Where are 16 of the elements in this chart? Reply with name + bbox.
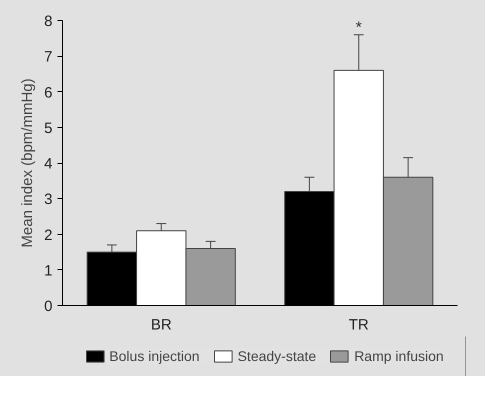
x-tick-label: BR — [150, 316, 172, 334]
y-tick-label: 0 — [44, 298, 52, 315]
legend-label: Steady-state — [238, 348, 316, 364]
y-tick-label: 4 — [44, 156, 52, 172]
annotation: * — [356, 19, 362, 36]
y-axis-title: Mean index (bpm/mmHg) — [19, 78, 36, 248]
x-tick-label: TR — [348, 316, 369, 334]
y-tick-label: 7 — [44, 48, 52, 66]
y-tick-label: 1 — [44, 262, 52, 280]
y-tick-label: 8 — [44, 13, 52, 30]
y-tick-label: 6 — [44, 84, 52, 102]
legend-label: Ramp infusion — [354, 348, 444, 364]
y-tick-label: 2 — [44, 226, 52, 244]
y-tick-label: 3 — [44, 191, 52, 208]
legend-label: Bolus injection — [109, 348, 200, 364]
y-tick-label: 5 — [44, 120, 52, 137]
